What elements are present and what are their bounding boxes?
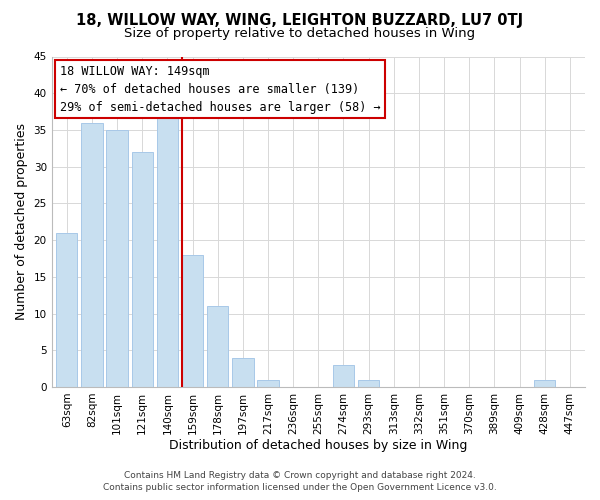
Text: Size of property relative to detached houses in Wing: Size of property relative to detached ho… (124, 28, 476, 40)
Text: Contains HM Land Registry data © Crown copyright and database right 2024.
Contai: Contains HM Land Registry data © Crown c… (103, 471, 497, 492)
Text: 18, WILLOW WAY, WING, LEIGHTON BUZZARD, LU7 0TJ: 18, WILLOW WAY, WING, LEIGHTON BUZZARD, … (76, 12, 524, 28)
Y-axis label: Number of detached properties: Number of detached properties (15, 123, 28, 320)
Bar (131, 152, 153, 387)
Bar (232, 358, 254, 387)
X-axis label: Distribution of detached houses by size in Wing: Distribution of detached houses by size … (169, 440, 467, 452)
Bar (207, 306, 229, 387)
Bar (333, 365, 354, 387)
Bar (81, 122, 103, 387)
Bar (257, 380, 279, 387)
Bar (534, 380, 556, 387)
Bar (56, 232, 77, 387)
Text: 18 WILLOW WAY: 149sqm
← 70% of detached houses are smaller (139)
29% of semi-det: 18 WILLOW WAY: 149sqm ← 70% of detached … (59, 65, 380, 114)
Bar (157, 115, 178, 387)
Bar (358, 380, 379, 387)
Bar (182, 255, 203, 387)
Bar (106, 130, 128, 387)
